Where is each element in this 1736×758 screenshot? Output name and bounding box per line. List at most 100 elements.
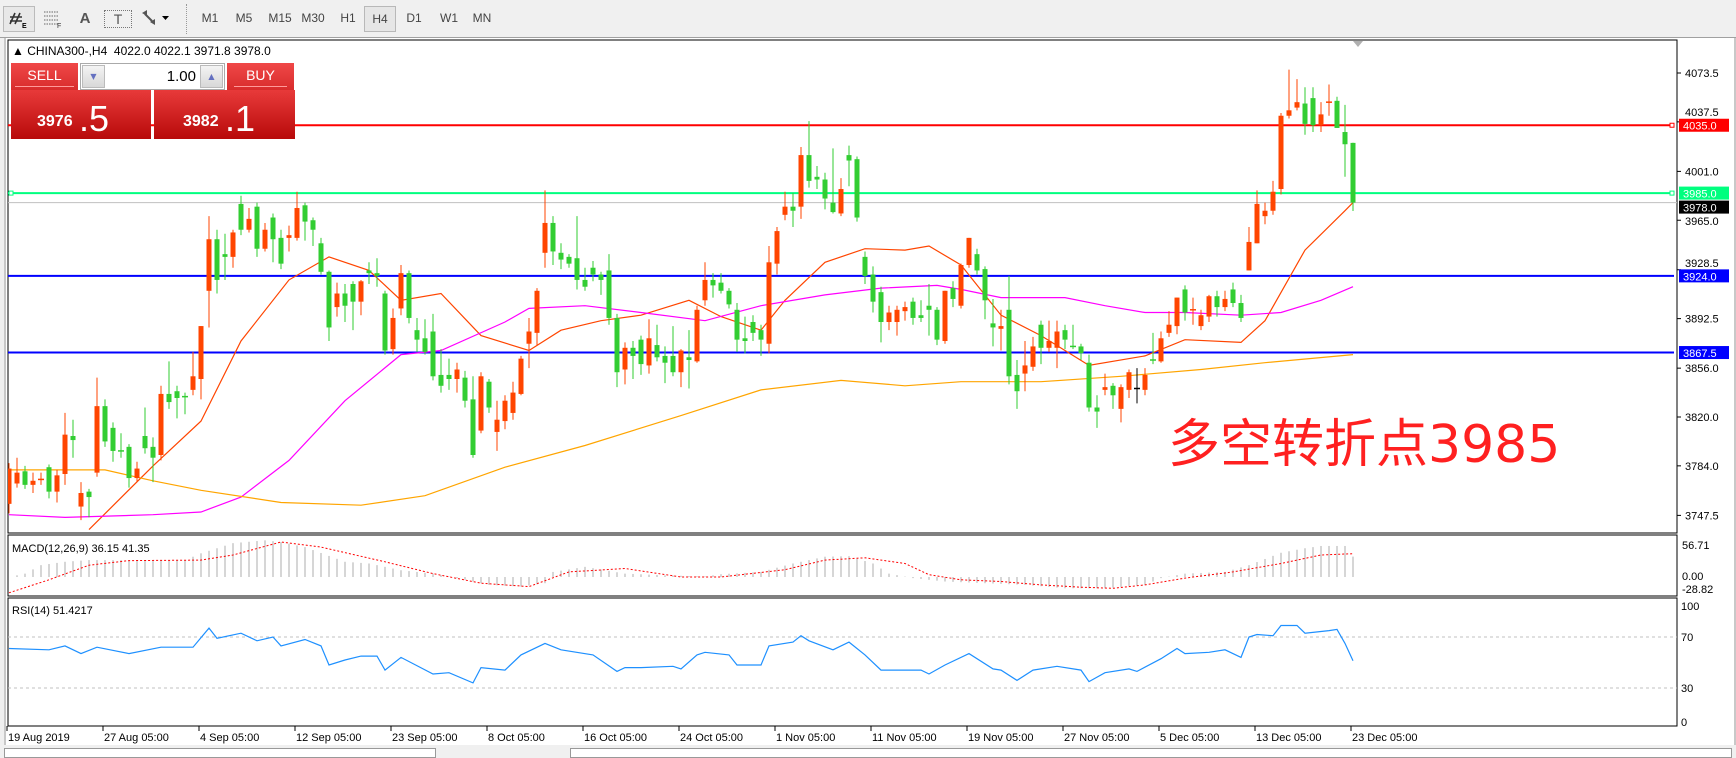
candle-body [1046, 341, 1052, 348]
candle [1166, 311, 1172, 337]
arrows-icon[interactable] [136, 6, 174, 30]
candle-body [166, 393, 172, 403]
candle-body [238, 203, 244, 230]
candle [1310, 87, 1316, 133]
period-d1-button[interactable]: D1 [406, 11, 422, 25]
sell-label: SELL [15, 67, 74, 87]
chart-expert-icon[interactable]: E [3, 6, 35, 32]
candle [358, 279, 364, 316]
candle-body [942, 290, 948, 342]
buy-price-box[interactable]: 3982 .1 [154, 90, 295, 139]
candle-body [918, 315, 924, 318]
period-h4-button[interactable]: H4 [364, 6, 396, 32]
period-w1-button[interactable]: W1 [440, 11, 458, 25]
candle [814, 165, 820, 190]
text-label-icon[interactable]: T [104, 10, 132, 28]
candle [110, 422, 116, 462]
macd-plot [8, 540, 1354, 594]
period-m30-button[interactable]: M30 [301, 11, 325, 25]
candle [342, 284, 348, 323]
buy-button[interactable]: BUY [227, 63, 294, 90]
period-m15-button[interactable]: M15 [268, 11, 292, 25]
line-price-label-bg [1679, 186, 1729, 200]
candle-body [798, 155, 804, 207]
price-axis-label: 3928.5 [1685, 258, 1719, 270]
candle [1086, 354, 1092, 412]
candle [574, 216, 580, 290]
candle [550, 216, 556, 266]
candle-body [974, 254, 980, 271]
candle-body [174, 391, 180, 399]
sell-button[interactable]: SELL [11, 63, 78, 90]
candle-body [630, 347, 636, 356]
candle [910, 297, 916, 325]
candle-body [718, 282, 724, 291]
time-axis-label: 19 Aug 2019 [8, 732, 70, 744]
lots-input[interactable]: 1.00 [166, 68, 196, 85]
candle-body [590, 267, 596, 275]
candle-body [1286, 110, 1292, 116]
candle-body [830, 202, 836, 213]
candle [646, 319, 652, 374]
chart-tab[interactable] [4, 748, 436, 758]
line-handle-icon[interactable] [1669, 122, 1675, 128]
candle [134, 461, 140, 483]
line-handle-icon[interactable] [8, 190, 14, 196]
candle-body [982, 269, 988, 301]
lots-increase-button[interactable]: ▲ [200, 65, 223, 88]
candle [310, 217, 316, 247]
price-plot: 多空转折点3985 [8, 69, 1677, 531]
lots-field[interactable]: ▼ 1.00 ▲ [80, 63, 225, 90]
candle [142, 407, 148, 454]
symbol-label: CHINA300-,H4 [27, 44, 108, 58]
period-m1-button[interactable]: M1 [201, 11, 219, 25]
candle [998, 309, 1004, 351]
candle-body [462, 377, 468, 401]
candle [78, 482, 84, 521]
candle-body [694, 309, 700, 362]
sell-price-fraction: .5 [79, 98, 110, 139]
candle [758, 324, 764, 356]
candle [166, 361, 172, 409]
moving-average-ma-slow [9, 354, 1354, 506]
candle-body [782, 206, 788, 215]
horizontal-scrollbar[interactable] [570, 748, 1732, 758]
line-handle-icon[interactable] [1669, 190, 1675, 196]
candle-body [1030, 346, 1036, 367]
fibonacci-icon[interactable]: F [40, 6, 66, 30]
collapse-triangle-icon[interactable]: ▲ [12, 44, 28, 58]
candle [422, 319, 428, 355]
candle-body [1302, 103, 1308, 124]
price-axis-label: 4001.0 [1685, 166, 1719, 178]
chart-header: ▲ CHINA300-,H4 4022.0 4022.1 3971.8 3978… [12, 44, 271, 58]
rsi-axis-label: 0 [1681, 717, 1687, 729]
candle-body [1078, 346, 1084, 354]
macd-axis-label: 0.00 [1682, 571, 1703, 583]
sell-price-box[interactable]: 3976 .5 [11, 90, 151, 139]
candle-body [526, 331, 532, 344]
candle-body [726, 290, 732, 305]
candle [1014, 360, 1020, 409]
candle [38, 472, 44, 485]
candle [1110, 383, 1116, 409]
candle-body [902, 307, 908, 312]
candle [1142, 368, 1148, 396]
period-mn-button[interactable]: MN [472, 11, 492, 25]
candle [390, 308, 396, 355]
candle-body [998, 326, 1004, 329]
candle [694, 305, 700, 363]
chart-shift-marker-icon[interactable] [1353, 41, 1363, 47]
text-icon[interactable]: A [79, 9, 91, 27]
candle [1318, 102, 1324, 133]
candle-body [734, 309, 740, 340]
lots-decrease-button[interactable]: ▼ [82, 65, 105, 88]
sell-price-main: 3976 [37, 113, 73, 130]
candle-body [446, 374, 452, 380]
candle-body [1110, 385, 1116, 396]
candle [1182, 285, 1188, 321]
period-m5-button[interactable]: M5 [235, 11, 253, 25]
candle-body [542, 222, 548, 253]
period-h1-button[interactable]: H1 [340, 11, 356, 25]
candle [1118, 384, 1124, 423]
candle-body [950, 288, 956, 299]
